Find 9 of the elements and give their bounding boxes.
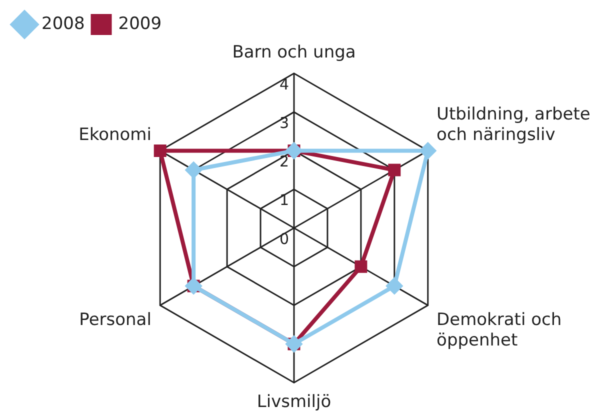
- spoke-label: Barn och unga: [232, 42, 356, 63]
- legend-label: 2009: [118, 14, 162, 34]
- spoke-label: Demokrati och öppenhet: [436, 310, 562, 350]
- spoke-label: Livsmiljö: [256, 392, 332, 412]
- spoke-label: Personal: [79, 310, 152, 330]
- legend-label: 2008: [42, 14, 85, 34]
- spoke-label: Ekonomi: [78, 124, 152, 145]
- spoke-label: Utbildning, arbete och näringsliv: [436, 104, 590, 145]
- y-tick-label: 4: [279, 75, 289, 94]
